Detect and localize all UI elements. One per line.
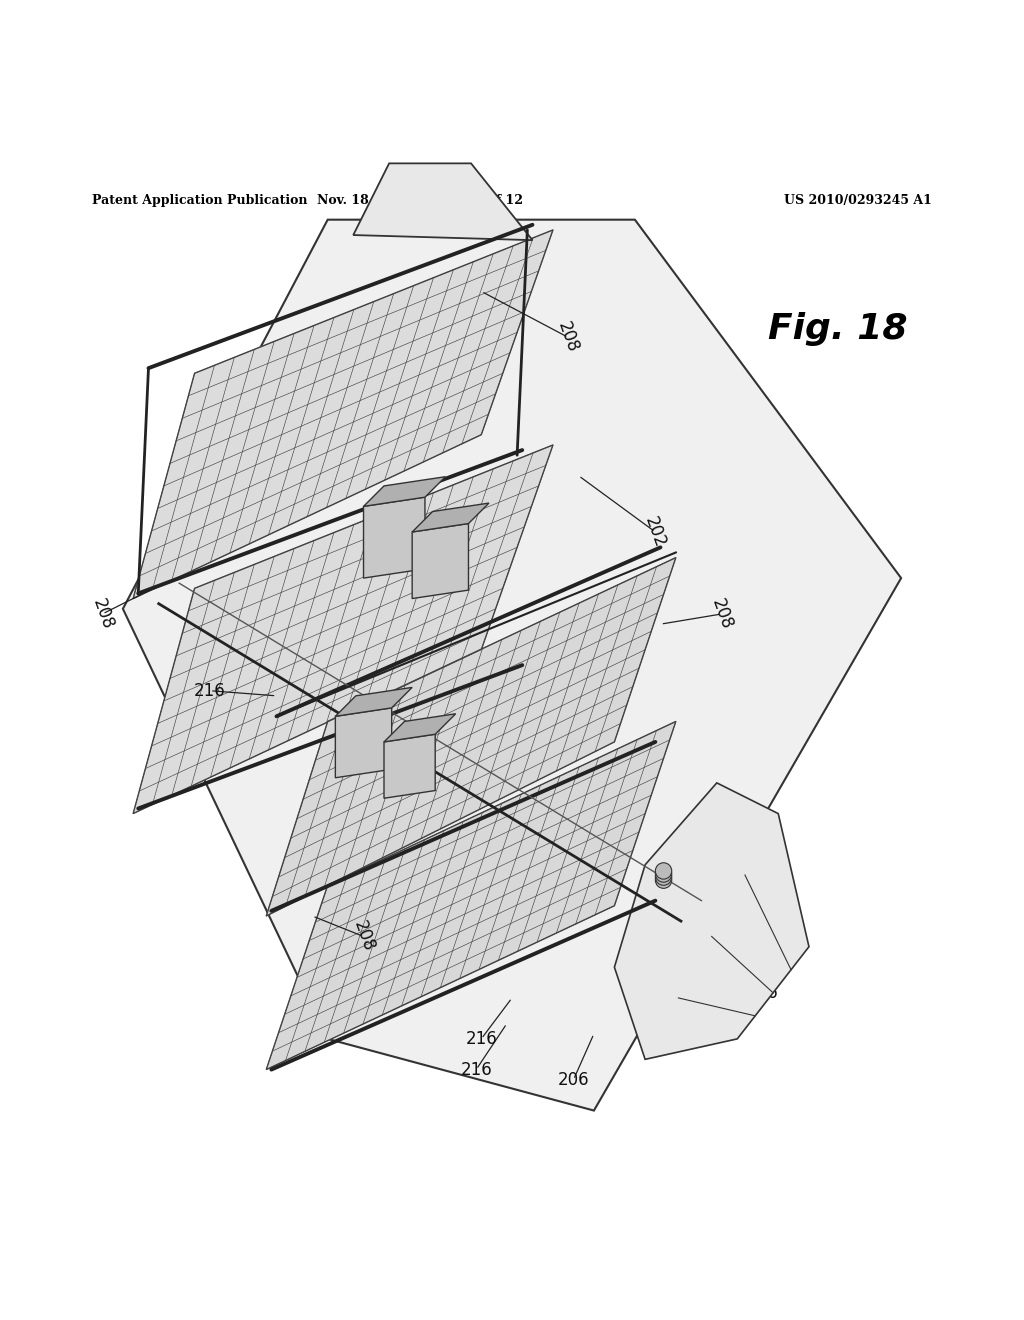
Text: 208: 208 xyxy=(554,319,583,355)
Polygon shape xyxy=(123,219,901,1110)
Circle shape xyxy=(655,863,672,879)
Text: Fig. 18: Fig. 18 xyxy=(768,312,907,346)
Text: 216: 216 xyxy=(465,1030,498,1048)
Text: 208: 208 xyxy=(349,919,378,954)
Polygon shape xyxy=(384,734,435,799)
Polygon shape xyxy=(412,503,489,532)
Text: Patent Application Publication: Patent Application Publication xyxy=(92,194,307,207)
Text: 216: 216 xyxy=(746,983,779,1002)
Text: 216: 216 xyxy=(460,1060,493,1078)
Circle shape xyxy=(655,873,672,888)
Text: US 2010/0293245 A1: US 2010/0293245 A1 xyxy=(784,194,932,207)
Text: Nov. 18, 2010  Sheet 10 of 12: Nov. 18, 2010 Sheet 10 of 12 xyxy=(316,194,523,207)
Polygon shape xyxy=(384,714,456,742)
Circle shape xyxy=(655,869,672,886)
Polygon shape xyxy=(335,708,391,777)
Polygon shape xyxy=(364,477,445,507)
Polygon shape xyxy=(335,688,412,717)
Text: 208: 208 xyxy=(88,597,117,632)
Circle shape xyxy=(655,866,672,882)
Polygon shape xyxy=(353,164,532,240)
Text: 206: 206 xyxy=(558,1071,589,1089)
Polygon shape xyxy=(133,230,553,598)
Text: 208: 208 xyxy=(708,597,736,632)
Polygon shape xyxy=(412,524,469,598)
Text: 216: 216 xyxy=(194,681,226,700)
Polygon shape xyxy=(266,722,676,1069)
Text: 202: 202 xyxy=(641,513,670,550)
Polygon shape xyxy=(133,445,553,813)
Polygon shape xyxy=(266,557,676,916)
Polygon shape xyxy=(614,783,809,1060)
Polygon shape xyxy=(364,498,425,578)
